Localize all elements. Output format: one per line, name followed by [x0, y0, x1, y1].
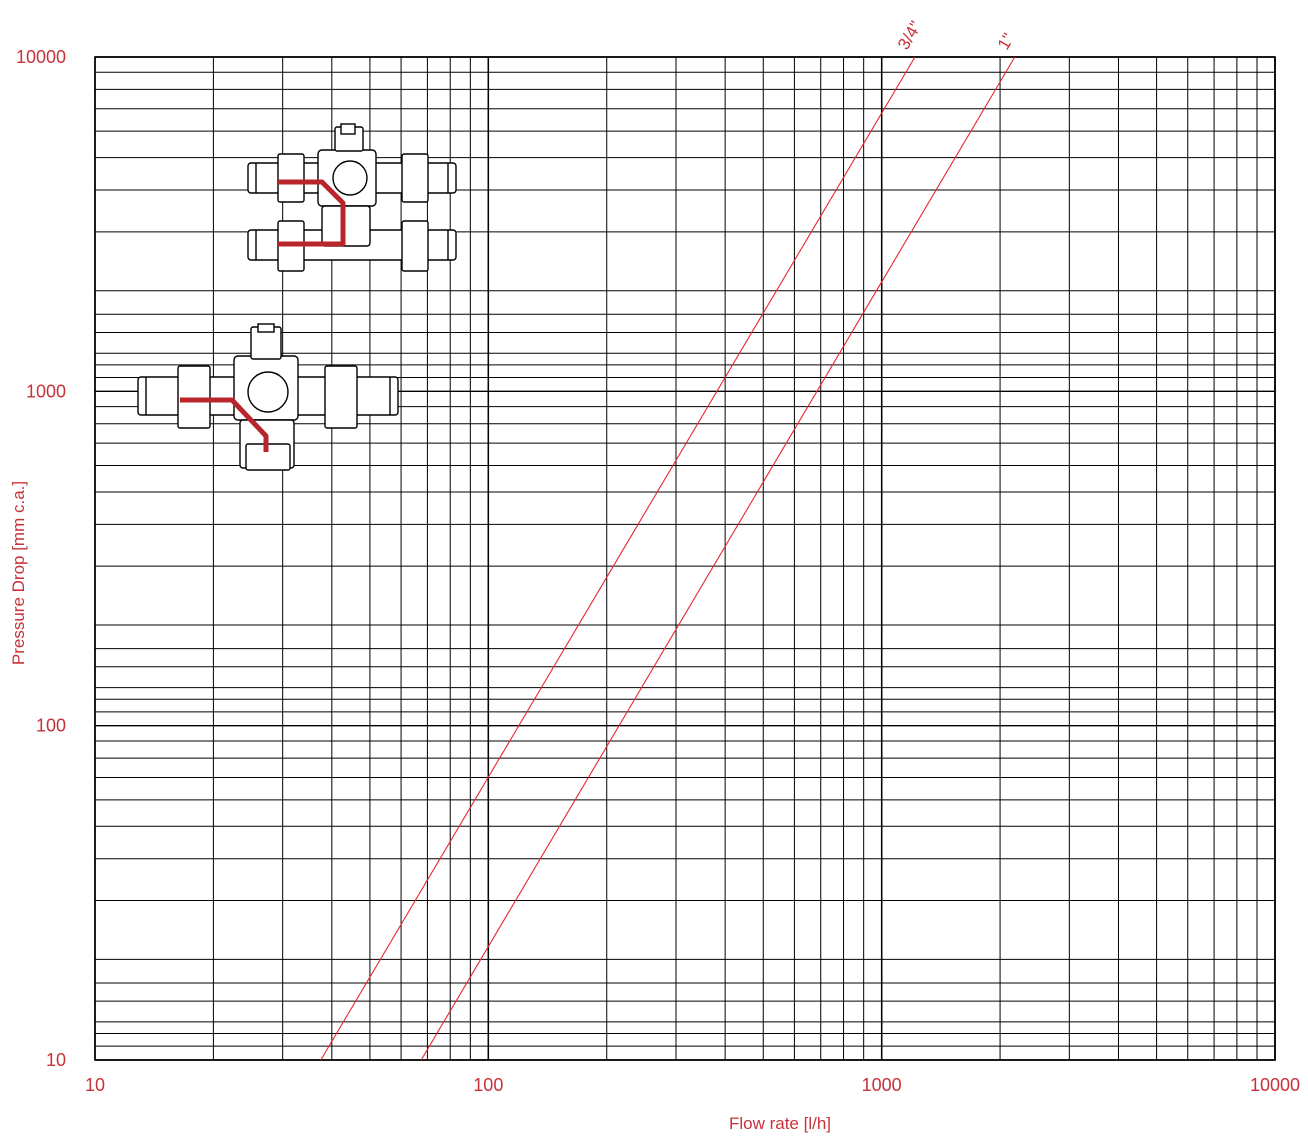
y-tick-label: 1000	[26, 381, 66, 401]
plot-border	[94, 56, 1276, 1061]
flow-path-single	[180, 397, 269, 452]
x-axis-title: Flow rate [l/h]	[729, 1114, 831, 1133]
x-tick-label: 100	[473, 1075, 503, 1095]
y-tick-label: 100	[36, 716, 66, 736]
series-label: 1"	[994, 30, 1018, 53]
series-line	[420, 56, 1016, 1061]
labels-group: 10 100 1000 10000 10 100 1000 10000 Flow rate [l…	[9, 18, 1300, 1133]
y-tick-label: 10	[46, 1050, 66, 1070]
x-tick-label: 1000	[862, 1075, 902, 1095]
x-tick-label: 10	[85, 1075, 105, 1095]
flow-path-double	[278, 179, 346, 247]
y-tick-label: 10000	[16, 47, 66, 67]
series-line	[320, 56, 916, 1061]
valve-diagram-double	[247, 123, 457, 272]
y-axis-title: Pressure Drop [mm c.a.]	[9, 481, 28, 665]
x-tick-label: 10000	[1250, 1075, 1300, 1095]
series-group	[320, 56, 1016, 1061]
grid	[94, 56, 1276, 1061]
series-label: 3/4"	[894, 18, 925, 53]
